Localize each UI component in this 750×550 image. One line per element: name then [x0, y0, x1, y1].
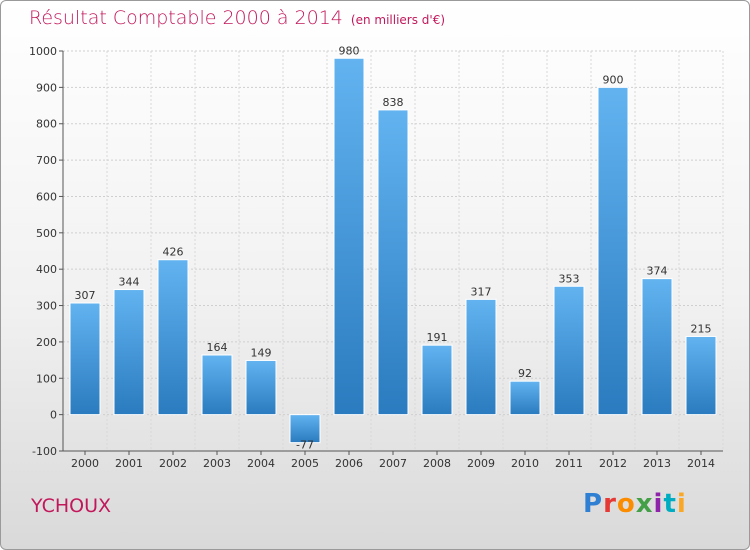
y-tick-label: 1000: [29, 45, 57, 58]
bar-value-label: -77: [296, 439, 314, 452]
x-tick-label: 2002: [159, 457, 187, 470]
bar: [421, 344, 453, 416]
logo-letter: t: [663, 489, 677, 519]
city-name: YCHOUX: [31, 495, 111, 517]
bar-value-label: 900: [603, 73, 624, 86]
bar: [245, 359, 277, 416]
y-tick-label: 500: [36, 227, 57, 240]
proxiti-logo: Proxiti: [583, 489, 687, 519]
x-tick-label: 2011: [555, 457, 583, 470]
x-tick-label: 2009: [467, 457, 495, 470]
x-tick-label: 2012: [599, 457, 627, 470]
bar-value-label: 92: [518, 367, 532, 380]
logo-letter: i: [653, 489, 664, 519]
y-tick-label: 300: [36, 300, 57, 313]
bar: [685, 335, 717, 416]
axes: [59, 50, 723, 455]
bar-value-label: 374: [647, 265, 668, 278]
x-tick-label: 2001: [115, 457, 143, 470]
y-tick-label: 600: [36, 190, 57, 203]
bar: [377, 109, 409, 416]
y-tick-label: 400: [36, 263, 57, 276]
chart-title-main: Résultat Comptable 2000 à 2014: [29, 7, 343, 29]
bar: [289, 414, 321, 444]
bar: [113, 289, 145, 416]
logo-letter: x: [635, 489, 654, 519]
bar-value-label: 164: [207, 341, 228, 354]
chart-title: Résultat Comptable 2000 à 2014 (en millie…: [29, 7, 445, 29]
bar: [465, 298, 497, 416]
bar-value-label: 191: [427, 331, 448, 344]
logo-letter: o: [616, 489, 636, 519]
logo-letter: r: [603, 489, 617, 519]
bar: [201, 354, 233, 416]
x-tick-label: 2014: [687, 457, 715, 470]
x-tick-label: 2004: [247, 457, 275, 470]
bar: [69, 302, 101, 416]
bar: [333, 57, 365, 416]
x-tick-label: 2003: [203, 457, 231, 470]
y-tick-label: 200: [36, 336, 57, 349]
bar: [553, 285, 585, 416]
y-tick-label: -100: [32, 445, 57, 458]
y-tick-label: 100: [36, 372, 57, 385]
logo-letter: i: [676, 489, 687, 519]
bar-value-label: 353: [559, 272, 580, 285]
y-tick-label: 0: [50, 409, 57, 422]
y-tick-label: 700: [36, 154, 57, 167]
y-tick-label: 800: [36, 118, 57, 131]
bar: [509, 380, 541, 416]
bar-value-label: 307: [75, 289, 96, 302]
bar-value-label: 149: [251, 346, 272, 359]
bar-value-label: 980: [339, 44, 360, 57]
bar-value-label: 344: [119, 276, 140, 289]
x-tick-label: 2006: [335, 457, 363, 470]
y-tick-label: 900: [36, 81, 57, 94]
logo-letter: P: [583, 489, 604, 519]
bar-value-label: 215: [691, 322, 712, 335]
bar: [641, 278, 673, 416]
bar-value-label: 317: [471, 285, 492, 298]
bars: [69, 57, 717, 444]
x-tick-label: 2007: [379, 457, 407, 470]
bar: [157, 259, 189, 416]
bar-value-label: 426: [163, 246, 184, 259]
labels: -100 0 100 200 300 400 500 600 700 800 900 1000 307 2…: [29, 44, 715, 470]
x-tick-label: 2000: [71, 457, 99, 470]
x-tick-label: 2005: [291, 457, 319, 470]
x-tick-label: 2013: [643, 457, 671, 470]
x-tick-label: 2008: [423, 457, 451, 470]
bar-value-label: 838: [383, 96, 404, 109]
x-tick-label: 2010: [511, 457, 539, 470]
chart-subtitle: (en milliers d'€): [350, 13, 446, 27]
bar: [597, 86, 629, 416]
